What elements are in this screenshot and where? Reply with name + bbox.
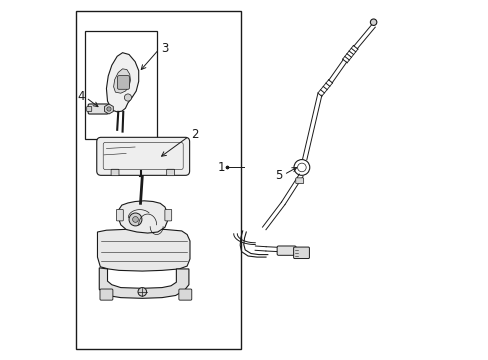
FancyBboxPatch shape <box>116 210 123 221</box>
Polygon shape <box>118 201 167 233</box>
FancyBboxPatch shape <box>88 104 108 114</box>
FancyBboxPatch shape <box>164 210 171 221</box>
FancyBboxPatch shape <box>111 169 119 176</box>
FancyBboxPatch shape <box>100 289 113 300</box>
FancyBboxPatch shape <box>117 76 129 89</box>
Text: 3: 3 <box>161 42 168 55</box>
Polygon shape <box>104 104 113 114</box>
Circle shape <box>369 19 376 26</box>
Polygon shape <box>97 229 190 271</box>
Circle shape <box>124 94 131 101</box>
Polygon shape <box>113 69 130 93</box>
Text: 5: 5 <box>275 169 282 182</box>
FancyBboxPatch shape <box>86 107 92 112</box>
Polygon shape <box>99 268 188 298</box>
Bar <box>76 12 241 348</box>
Circle shape <box>132 217 138 222</box>
FancyBboxPatch shape <box>179 289 191 300</box>
Text: 4: 4 <box>77 90 84 103</box>
Text: 1: 1 <box>217 161 224 174</box>
FancyBboxPatch shape <box>293 247 309 258</box>
FancyBboxPatch shape <box>277 246 296 255</box>
Text: 2: 2 <box>190 128 198 141</box>
Polygon shape <box>106 53 139 112</box>
Bar <box>85 31 156 139</box>
Circle shape <box>129 213 142 226</box>
Circle shape <box>138 288 146 296</box>
FancyBboxPatch shape <box>295 178 303 184</box>
FancyBboxPatch shape <box>166 169 174 176</box>
Circle shape <box>106 107 111 111</box>
FancyBboxPatch shape <box>97 137 189 175</box>
